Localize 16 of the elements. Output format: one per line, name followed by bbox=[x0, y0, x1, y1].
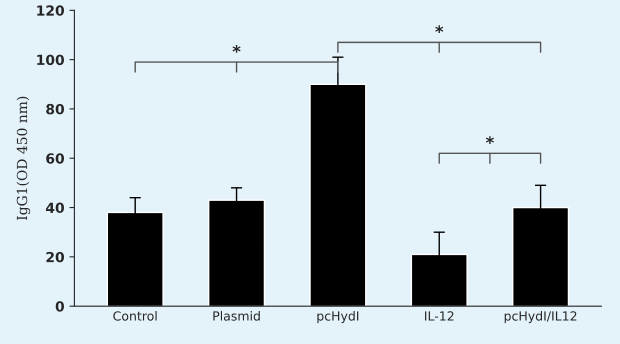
y-tick-label: 20 bbox=[46, 252, 64, 262]
y-tick-label: 80 bbox=[46, 104, 64, 114]
y-tick-label: 0 bbox=[56, 301, 64, 312]
x-tick-label: Plasmid bbox=[213, 311, 260, 321]
y-tick-label: 100 bbox=[37, 54, 64, 66]
x-tick-label: Control bbox=[113, 311, 157, 321]
y-tick-label: 40 bbox=[46, 202, 64, 214]
y-tick-label: 120 bbox=[37, 5, 64, 16]
y-axis-title: IgG1(OD 450 nm) bbox=[16, 96, 30, 220]
x-tick-label: pcHydI bbox=[317, 311, 358, 324]
y-tick-label: 60 bbox=[46, 153, 64, 164]
x-tick-label: pcHydI/IL12 bbox=[504, 311, 576, 324]
annotation: * bbox=[486, 136, 494, 144]
annotation: * bbox=[232, 45, 241, 53]
annotation: * bbox=[435, 25, 444, 34]
x-tick-label: IL-12 bbox=[425, 311, 454, 321]
